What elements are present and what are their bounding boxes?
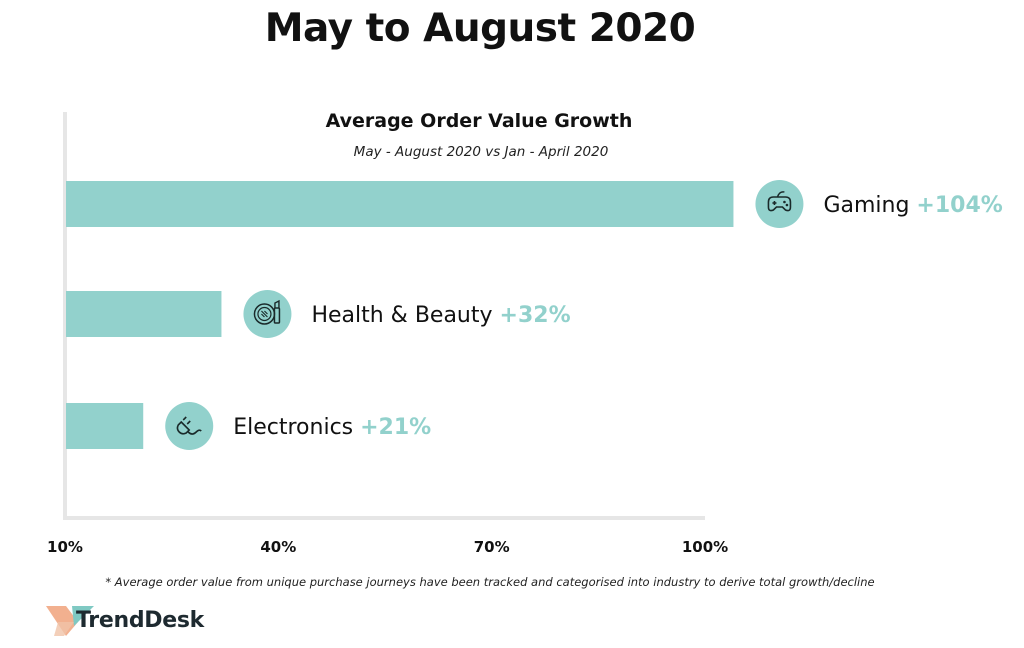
x-tick-label: 70% — [474, 538, 510, 556]
plug-prong-1 — [182, 416, 187, 421]
gamepad-icon — [767, 191, 792, 212]
compact-hatch — [261, 310, 268, 318]
category-icon-bg — [165, 402, 214, 450]
gamepad-cable — [776, 191, 785, 198]
brand-name: TrendDesk — [76, 607, 204, 633]
chart-subtitle: May - August 2020 vs Jan - April 2020 — [354, 144, 609, 160]
data-label: +104% — [916, 193, 1002, 218]
brand-logo: TrendDesk — [44, 600, 204, 640]
plug-icon — [176, 416, 202, 435]
category-label: Health & Beauty +32% — [311, 303, 570, 328]
gamepad-body — [767, 196, 792, 212]
plug-prong-2 — [186, 420, 191, 425]
compact-inner — [257, 306, 272, 322]
category-name: Electronics — [233, 415, 360, 440]
bar — [66, 181, 734, 227]
lipstick-tip — [274, 299, 280, 308]
gamepad-button-a — [783, 200, 786, 204]
brand-mark-icon — [46, 606, 94, 636]
bar-chart: Average Order Value Growth May - August 2… — [47, 110, 1003, 556]
plug-body — [176, 420, 191, 435]
plug-cable — [187, 429, 202, 435]
category-label: Electronics +21% — [233, 415, 431, 440]
footnote: * Average order value from unique purcha… — [105, 575, 875, 589]
x-tick-label: 100% — [682, 538, 728, 556]
beauty-icon — [253, 299, 281, 325]
category-name: Health & Beauty — [311, 303, 499, 328]
data-label: +32% — [500, 303, 571, 328]
chart-title: Average Order Value Growth — [326, 110, 633, 132]
x-tick-label: 10% — [47, 538, 83, 556]
page-title: May to August 2020 — [264, 6, 696, 51]
category-icon-bg — [755, 180, 804, 228]
data-label: +21% — [360, 415, 431, 440]
category-label: Gaming +104% — [823, 193, 1002, 218]
x-tick-label: 40% — [260, 538, 296, 556]
gamepad-button-b — [785, 203, 789, 207]
category-name: Gaming — [823, 193, 916, 218]
bar — [66, 403, 144, 449]
bar — [66, 291, 222, 337]
lipstick-body — [273, 307, 281, 324]
